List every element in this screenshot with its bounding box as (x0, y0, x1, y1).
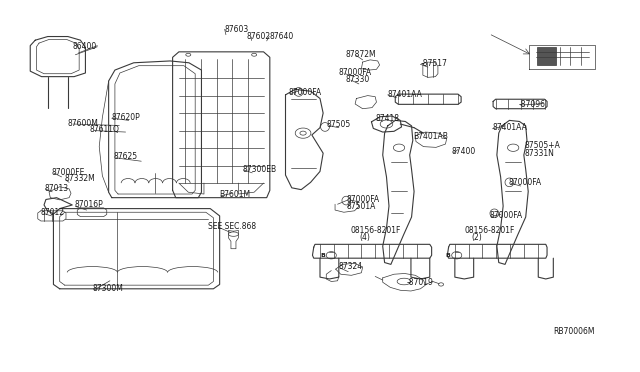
Text: 87505: 87505 (326, 120, 351, 129)
Text: 87300M: 87300M (93, 284, 124, 293)
Text: 08156-8201F: 08156-8201F (350, 226, 401, 235)
Text: 87418: 87418 (375, 114, 399, 123)
Text: 87000FA: 87000FA (490, 211, 522, 219)
Text: 87872M: 87872M (345, 49, 376, 58)
Text: B7601M: B7601M (220, 190, 251, 199)
Text: 87012: 87012 (41, 208, 65, 218)
Text: -87517: -87517 (420, 59, 447, 68)
Text: 87000FA: 87000FA (289, 88, 322, 97)
Text: B: B (445, 253, 451, 258)
Text: 87400: 87400 (452, 147, 476, 156)
Text: 87600M: 87600M (68, 119, 99, 128)
Text: RB70006M: RB70006M (554, 327, 595, 336)
Text: 87620P: 87620P (112, 113, 141, 122)
Text: 08156-8201F: 08156-8201F (464, 226, 515, 235)
Text: 87401AA: 87401AA (493, 123, 527, 132)
Text: -87019: -87019 (406, 279, 433, 288)
Text: 87016P: 87016P (74, 201, 103, 209)
Text: 87331N: 87331N (524, 149, 554, 158)
Text: 87300EB: 87300EB (242, 165, 276, 174)
Text: 87013: 87013 (44, 184, 68, 193)
Text: 87324: 87324 (339, 262, 363, 272)
Text: -87096: -87096 (518, 100, 545, 109)
Text: 87611Q: 87611Q (89, 125, 119, 134)
Text: 87625: 87625 (113, 153, 137, 161)
Text: 87332M: 87332M (64, 174, 95, 183)
Text: 87505+A: 87505+A (524, 141, 561, 150)
Text: 86400: 86400 (72, 42, 97, 51)
Text: 87330: 87330 (345, 75, 369, 84)
Text: 87401AA: 87401AA (388, 90, 422, 99)
Text: 87000FE: 87000FE (52, 168, 85, 177)
Text: 87000FA: 87000FA (339, 68, 372, 77)
Text: 87640: 87640 (270, 32, 294, 41)
Text: 87603: 87603 (225, 25, 249, 34)
Text: 87501A: 87501A (346, 202, 376, 211)
Text: 87000FA: 87000FA (346, 195, 380, 203)
Text: SEE SEC.868: SEE SEC.868 (209, 222, 257, 231)
Text: B7401AB: B7401AB (413, 132, 448, 141)
Text: 87602: 87602 (246, 32, 271, 41)
Text: B: B (320, 253, 325, 258)
Text: (4): (4) (359, 233, 370, 242)
Text: (2): (2) (472, 233, 483, 242)
Bar (537, 47, 556, 65)
Text: 87000FA: 87000FA (508, 178, 541, 187)
